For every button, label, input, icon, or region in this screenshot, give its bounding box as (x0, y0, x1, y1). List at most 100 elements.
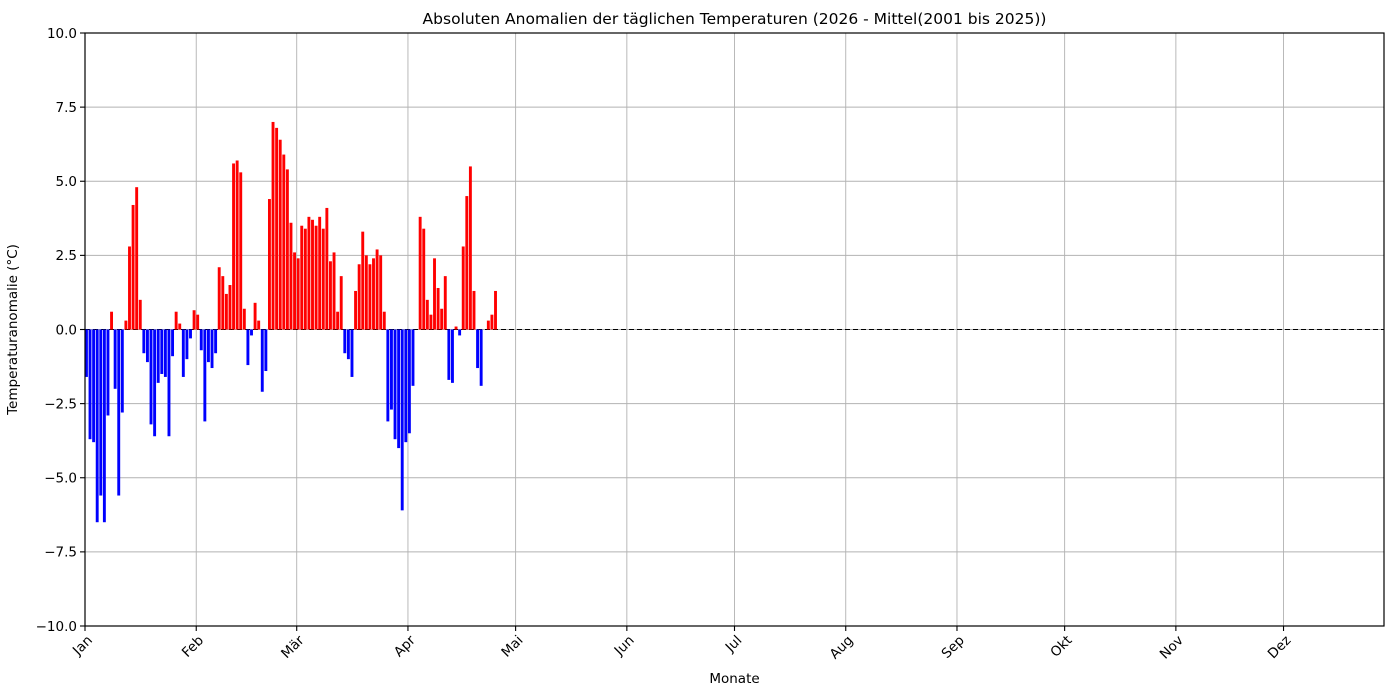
anomaly-bar-Mär-15 (346, 329, 350, 360)
anomaly-bar-Apr-17 (465, 196, 469, 330)
anomaly-bar-Apr-8 (433, 258, 436, 330)
anomaly-bar-Feb-1 (196, 314, 200, 330)
anomaly-bar-Jan-13 (128, 246, 131, 330)
anomaly-bar-Apr-12 (447, 329, 451, 380)
anomaly-bar-Mär-9 (325, 207, 329, 330)
anomaly-bar-Mär-27 (389, 329, 393, 410)
y-tick-label: −5.0 (44, 471, 77, 487)
anomaly-bar-Jan-4 (95, 329, 99, 523)
anomaly-bar-Jan-12 (124, 320, 128, 330)
chart-title: Absoluten Anomalien der täglichen Temper… (423, 10, 1047, 28)
anomaly-bar-Mär-29 (397, 329, 401, 449)
anomaly-bar-Mär-1 (296, 258, 300, 330)
anomaly-bar-Mär-24 (379, 255, 383, 330)
y-tick-label: −2.5 (44, 396, 77, 412)
y-tick-label: −7.5 (44, 545, 77, 561)
anomaly-bar-Mär-11 (332, 252, 336, 330)
x-tick-label: Jun (611, 633, 638, 660)
x-tick-label: Jul (722, 633, 746, 657)
anomaly-bar-Apr-15 (458, 329, 462, 336)
anomaly-bar-Feb-13 (239, 172, 243, 330)
anomaly-bar-Mär-3 (303, 228, 307, 330)
anomaly-bar-Feb-23 (275, 127, 279, 330)
anomaly-bar-Mär-22 (372, 258, 375, 330)
anomaly-bar-Feb-19 (260, 329, 264, 392)
anomaly-bar-Apr-20 (476, 329, 480, 369)
anomaly-bar-Mär-5 (311, 219, 314, 330)
anomaly-bar-Apr-5 (422, 228, 426, 330)
anomaly-bar-Feb-26 (285, 169, 289, 330)
anomaly-bar-Feb-9 (224, 293, 228, 330)
anomaly-bar-Mär-25 (382, 311, 386, 330)
anomaly-bar-Jan-1 (84, 329, 88, 377)
anomaly-bar-Jan-29 (185, 329, 189, 360)
bars-layer (84, 121, 497, 523)
y-tick-label: 0.0 (56, 322, 77, 338)
anomaly-bar-Jan-31 (192, 310, 196, 330)
anomaly-bar-Feb-16 (250, 329, 253, 336)
anomaly-bar-Feb-12 (235, 160, 239, 330)
anomaly-bar-Jan-30 (189, 329, 192, 339)
anomaly-bar-Feb-28 (293, 252, 297, 330)
anomaly-bar-Jan-16 (138, 299, 142, 330)
anomaly-bar-Apr-2 (411, 329, 415, 386)
anomaly-bar-Apr-7 (429, 314, 433, 330)
anomaly-bar-Jan-6 (102, 329, 106, 523)
anomaly-bar-Mär-4 (307, 216, 311, 330)
anomaly-bar-Mär-31 (404, 329, 408, 443)
anomaly-bar-Mär-17 (354, 290, 358, 330)
anomaly-bar-Apr-9 (436, 287, 440, 330)
anomaly-bar-Feb-22 (271, 121, 275, 330)
anomaly-bar-Jan-19 (149, 329, 153, 425)
anomaly-bar-Feb-3 (203, 329, 207, 422)
anomaly-bar-Mär-8 (321, 228, 325, 330)
anomaly-bar-Mär-7 (318, 216, 322, 330)
anomaly-bar-Apr-24 (490, 314, 494, 330)
anomaly-bar-Jan-2 (88, 329, 92, 440)
anomaly-bar-Jan-15 (135, 187, 139, 330)
anomaly-bar-Jan-20 (153, 329, 157, 437)
anomaly-bar-Jan-23 (163, 329, 167, 377)
anomaly-bar-Mär-6 (314, 225, 318, 330)
anomaly-bar-Feb-17 (253, 302, 257, 330)
anomaly-bar-Jan-8 (110, 311, 114, 330)
anomaly-bar-Feb-14 (242, 308, 246, 330)
anomaly-bar-Apr-14 (454, 326, 458, 330)
anomaly-bar-Apr-19 (472, 290, 476, 330)
anomaly-bar-Apr-23 (486, 320, 490, 330)
x-tick-label: Nov (1157, 633, 1187, 663)
anomaly-bar-Feb-18 (257, 320, 261, 330)
anomaly-bar-Jan-21 (156, 329, 160, 383)
anomaly-bar-Mär-20 (364, 255, 368, 330)
anomaly-bar-Feb-21 (267, 199, 271, 330)
x-tick-label: Dez (1265, 633, 1295, 663)
anomaly-bar-Mär-19 (361, 231, 365, 330)
y-tick-label: 7.5 (56, 100, 77, 116)
anomaly-bar-Apr-21 (479, 329, 483, 386)
anomaly-bar-Jan-17 (142, 329, 146, 354)
anomaly-bar-Feb-6 (214, 329, 218, 354)
anomaly-bar-Mär-14 (343, 329, 347, 354)
anomaly-bar-Jan-9 (113, 329, 117, 389)
anomaly-bar-Feb-2 (199, 329, 203, 351)
anomaly-bar-Feb-27 (289, 222, 293, 330)
anomaly-bar-Apr-1 (407, 329, 411, 434)
anomaly-bar-Jan-24 (167, 329, 171, 437)
anomaly-bar-Jan-7 (106, 329, 110, 416)
x-tick-label: Feb (179, 633, 207, 661)
anomaly-bar-Mär-26 (386, 329, 390, 422)
anomaly-bar-Feb-4 (206, 329, 210, 363)
anomaly-bar-Apr-4 (418, 216, 422, 330)
y-axis-label: Temperaturanomalie (°C) (5, 244, 21, 416)
anomaly-bar-Jan-5 (99, 329, 103, 496)
anomaly-bar-Mär-2 (300, 225, 304, 330)
anomaly-bar-Jan-28 (181, 329, 185, 377)
anomaly-bar-Feb-24 (278, 139, 282, 330)
anomaly-bar-Jan-22 (160, 329, 164, 374)
anomaly-bar-Apr-18 (468, 166, 472, 330)
anomaly-bar-Feb-15 (246, 329, 250, 366)
anomaly-bar-Jan-27 (178, 323, 182, 330)
anomaly-bar-Mär-30 (400, 329, 404, 511)
x-tick-label: Mär (278, 632, 308, 662)
